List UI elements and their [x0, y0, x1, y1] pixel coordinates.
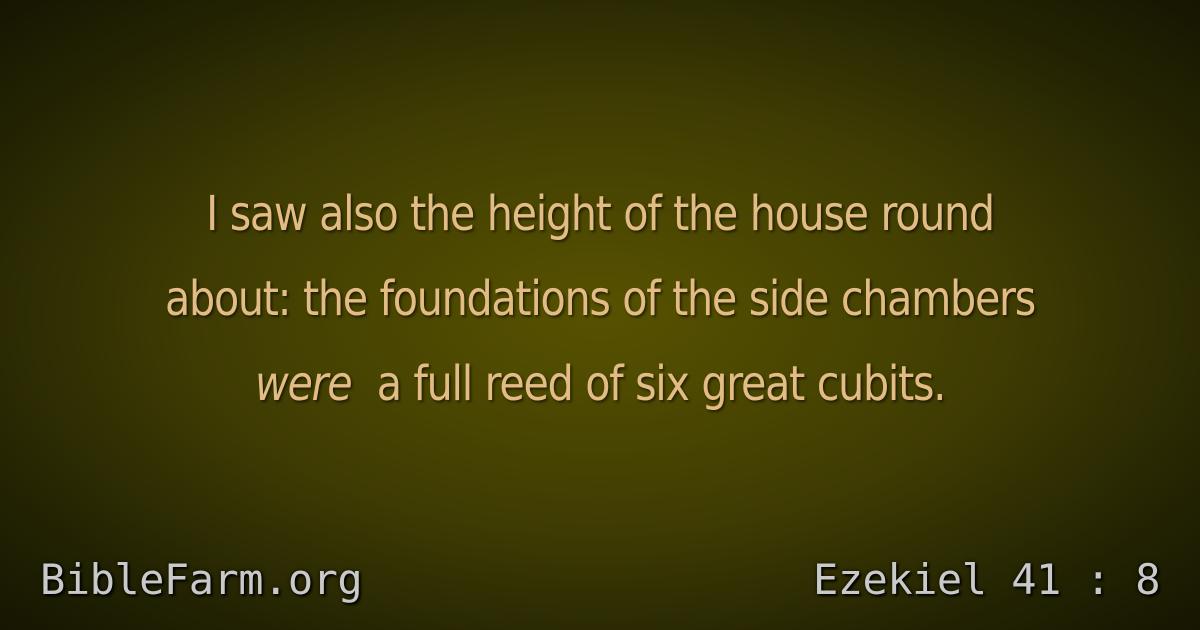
verse-reference: Ezekiel 41 : 8 [812, 555, 1161, 604]
verse-italic-word: were [254, 356, 353, 412]
verse-line-1: I saw also the height of the house round [206, 186, 995, 242]
verse-line-2: about: the foundations of the side chamb… [165, 271, 1036, 327]
verse-line-3-rest: a full reed of six great cubits. [376, 356, 947, 412]
verse-text: I saw also the height of the house round… [84, 172, 1116, 427]
verse-line-3: were a full reed of six great cubits. [84, 342, 1116, 427]
site-name: BibleFarm.org [40, 555, 363, 604]
